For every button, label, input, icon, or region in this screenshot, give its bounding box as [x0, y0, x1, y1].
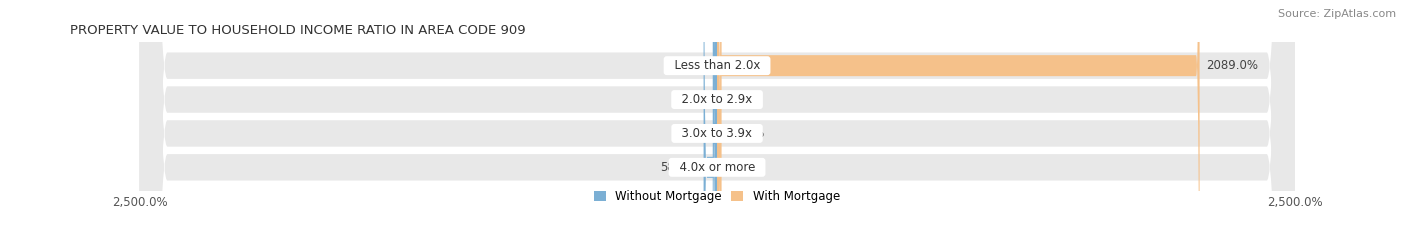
- FancyBboxPatch shape: [139, 0, 1295, 233]
- Text: 18.7%: 18.7%: [669, 59, 706, 72]
- Text: 19.6%: 19.6%: [728, 161, 766, 174]
- FancyBboxPatch shape: [717, 0, 1199, 233]
- Text: Source: ZipAtlas.com: Source: ZipAtlas.com: [1278, 9, 1396, 19]
- Legend: Without Mortgage, With Mortgage: Without Mortgage, With Mortgage: [595, 190, 839, 203]
- Text: 2089.0%: 2089.0%: [1206, 59, 1258, 72]
- FancyBboxPatch shape: [717, 0, 721, 233]
- Text: 58.3%: 58.3%: [659, 161, 696, 174]
- Text: Less than 2.0x: Less than 2.0x: [666, 59, 768, 72]
- FancyBboxPatch shape: [139, 0, 1295, 233]
- FancyBboxPatch shape: [713, 0, 717, 233]
- FancyBboxPatch shape: [139, 0, 1295, 233]
- FancyBboxPatch shape: [716, 0, 720, 233]
- Text: 16.5%: 16.5%: [728, 127, 765, 140]
- FancyBboxPatch shape: [714, 0, 718, 233]
- FancyBboxPatch shape: [139, 0, 1295, 233]
- Text: 3.0x to 3.9x: 3.0x to 3.9x: [675, 127, 759, 140]
- Text: 9.2%: 9.2%: [725, 93, 756, 106]
- Text: 10.8%: 10.8%: [671, 127, 707, 140]
- FancyBboxPatch shape: [717, 0, 721, 233]
- FancyBboxPatch shape: [714, 0, 718, 233]
- Text: 2.0x to 2.9x: 2.0x to 2.9x: [675, 93, 759, 106]
- Text: 10.8%: 10.8%: [671, 93, 707, 106]
- FancyBboxPatch shape: [703, 0, 717, 233]
- Text: PROPERTY VALUE TO HOUSEHOLD INCOME RATIO IN AREA CODE 909: PROPERTY VALUE TO HOUSEHOLD INCOME RATIO…: [70, 24, 526, 37]
- Text: 4.0x or more: 4.0x or more: [672, 161, 762, 174]
